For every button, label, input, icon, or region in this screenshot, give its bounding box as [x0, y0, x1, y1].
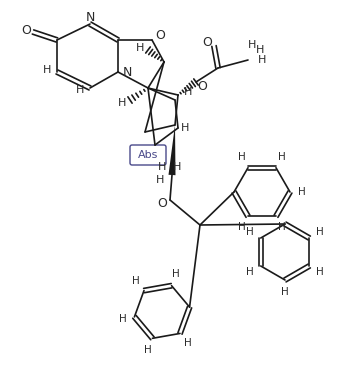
Text: H: H — [43, 65, 51, 75]
Text: H: H — [256, 45, 264, 55]
Text: Abs: Abs — [138, 150, 158, 160]
FancyBboxPatch shape — [130, 145, 166, 165]
Text: H: H — [316, 267, 323, 277]
Text: H: H — [278, 221, 286, 232]
Text: H: H — [119, 314, 127, 324]
Text: O: O — [202, 36, 212, 49]
Text: H: H — [76, 85, 84, 95]
Text: H: H — [181, 123, 189, 133]
Text: H: H — [158, 162, 166, 172]
Text: H: H — [144, 345, 152, 355]
Text: H: H — [316, 227, 323, 237]
Text: H: H — [298, 187, 306, 197]
Polygon shape — [169, 125, 176, 175]
Text: O: O — [197, 80, 207, 93]
Text: O: O — [155, 29, 165, 42]
Text: H: H — [281, 287, 289, 297]
Text: H: H — [133, 276, 140, 287]
Text: H: H — [238, 221, 246, 232]
Text: H: H — [184, 87, 192, 97]
Text: H: H — [246, 227, 254, 237]
Text: O: O — [21, 24, 31, 36]
Text: H: H — [246, 267, 254, 277]
Text: H: H — [136, 43, 144, 53]
Text: H: H — [184, 338, 192, 348]
Text: N: N — [122, 65, 132, 78]
Text: H: H — [173, 162, 181, 172]
Text: H: H — [258, 55, 266, 65]
Text: N: N — [85, 11, 95, 24]
Text: H: H — [172, 269, 179, 279]
Text: H: H — [238, 152, 246, 162]
Text: H: H — [156, 175, 164, 185]
Text: H: H — [278, 152, 286, 162]
Text: H: H — [248, 40, 256, 50]
Text: O: O — [157, 196, 167, 209]
Text: H: H — [118, 98, 126, 108]
